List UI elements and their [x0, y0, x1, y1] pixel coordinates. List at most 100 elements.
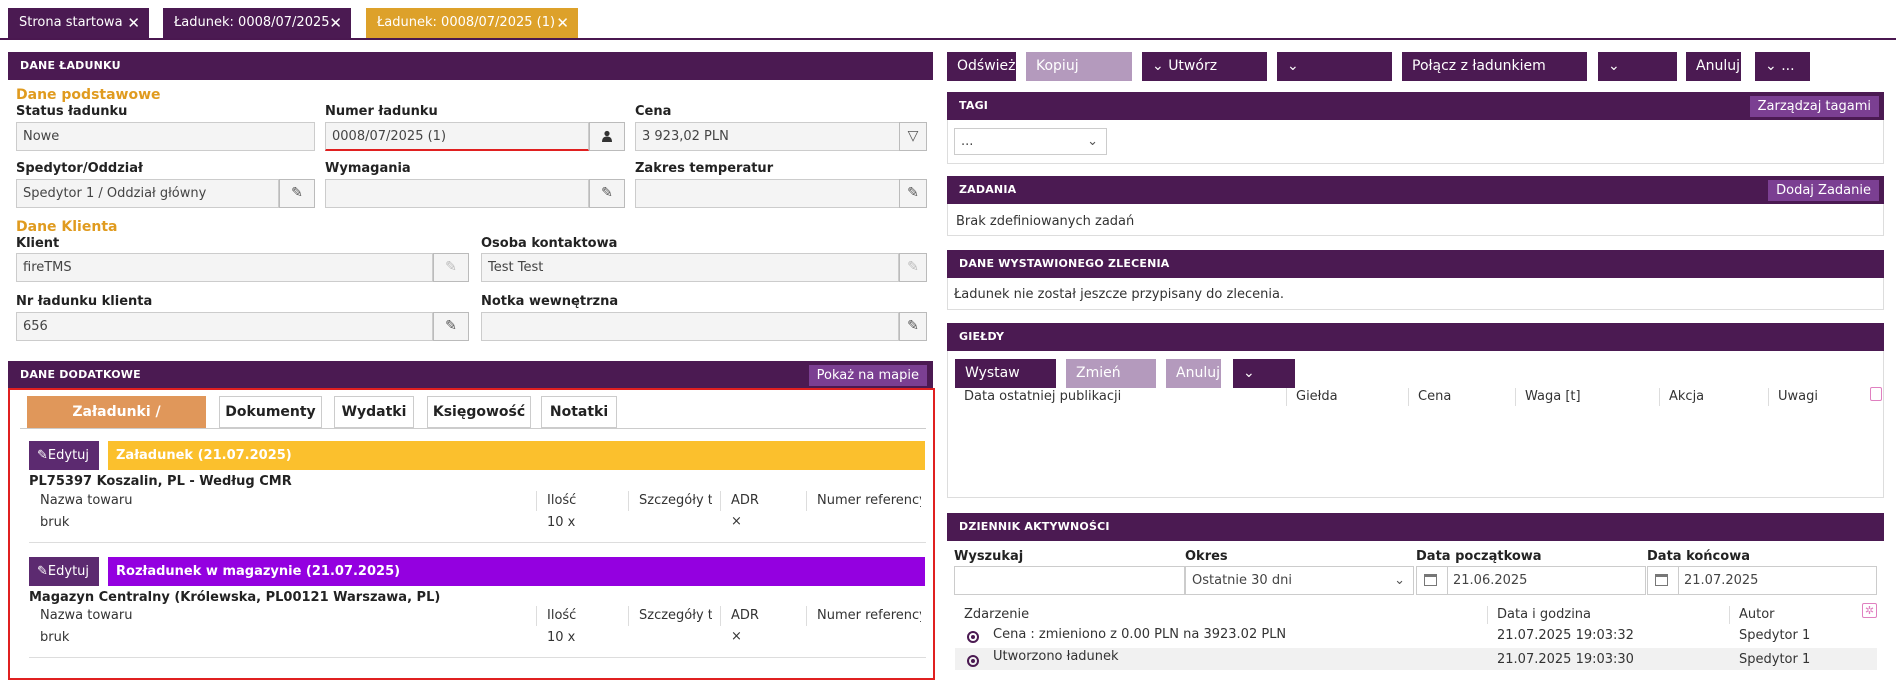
start-date-field[interactable]: 21.06.2025: [1416, 566, 1646, 595]
col-divider: [1659, 388, 1660, 406]
create-order-button[interactable]: ⌄ Utwórz zlecenie: [1142, 52, 1267, 103]
client-data-title: Dane Klienta: [16, 219, 118, 235]
edit-icon[interactable]: ✎: [899, 179, 927, 208]
period-select[interactable]: Ostatnie 30 dni ⌄: [1185, 566, 1414, 595]
chevron-down-icon: ⌄: [1243, 365, 1255, 381]
tab-cargo-copy[interactable]: Ładunek: 0008/07/2025 (1) ✕: [366, 8, 578, 38]
manage-tags-button[interactable]: Zarządzaj tagami: [1749, 96, 1879, 117]
tab-expenses[interactable]: Wydatki: [334, 396, 414, 428]
basic-data-title: Dane podstawowe: [16, 87, 161, 103]
col-author: Autor: [1739, 607, 1775, 622]
calendar-icon[interactable]: [1655, 574, 1668, 586]
tab-documents[interactable]: Dokumenty: [219, 396, 322, 428]
tab-label: Ładunek: 0008/07/2025: [174, 15, 330, 30]
col-divider: [1768, 388, 1769, 406]
show-map-button[interactable]: Pokaż na mapie: [808, 365, 927, 386]
temperature-field[interactable]: [635, 179, 901, 208]
tasks-header: ZADANIA Dodaj Zadanie: [947, 176, 1884, 204]
tab-accounting[interactable]: Księgowość: [427, 396, 531, 428]
search-label: Wyszukaj: [954, 549, 1024, 564]
client-field[interactable]: fireTMS: [16, 253, 433, 282]
log-row: Cena : zmieniono z 0.00 PLN na 3923.02 P…: [955, 625, 1877, 647]
merge-main-cargo-button[interactable]: Połącz z ładunkiem głównym: [1402, 52, 1587, 103]
more-actions-button[interactable]: ⌄ ...: [1755, 52, 1810, 81]
split-button[interactable]: ⌄ Podział: [1598, 52, 1677, 103]
temperature-label: Zakres temperatur: [635, 161, 774, 176]
col-quantity: Ilość: [547, 493, 577, 508]
client-number-field[interactable]: 656: [16, 312, 433, 341]
loading-place: PL75397 Koszalin, PL - Według CMR: [29, 474, 292, 489]
edit-icon[interactable]: ✎: [589, 179, 625, 208]
column-settings-icon[interactable]: [1870, 387, 1882, 401]
col-divider: [536, 491, 537, 511]
log-event: Cena : zmieniono z 0.00 PLN na 3923.02 P…: [993, 627, 1287, 642]
issued-order-header: DANE WYSTAWIONEGO ZLECENIA: [947, 250, 1884, 278]
col-divider: [806, 491, 807, 511]
col-divider: [1515, 388, 1516, 406]
start-date-label: Data początkowa: [1416, 549, 1542, 564]
tab-cargo[interactable]: Ładunek: 0008/07/2025 ✕: [163, 8, 351, 38]
edit-unloading-button[interactable]: ✎Edytuj: [29, 557, 99, 586]
end-date-label: Data końcowa: [1647, 549, 1750, 564]
calendar-icon[interactable]: [1424, 574, 1437, 586]
close-icon[interactable]: ✕: [556, 14, 569, 32]
field-divider: [1678, 567, 1679, 594]
tab-home[interactable]: Strona startowa ✕: [8, 8, 149, 38]
col-divider: [1487, 606, 1488, 624]
chevron-down-icon: ⌄: [1152, 58, 1169, 74]
goods-quantity: 10 x: [547, 630, 576, 645]
exchange-cancel-button[interactable]: Anuluj: [1166, 359, 1221, 388]
log-datetime: 21.07.2025 19:03:30: [1497, 652, 1634, 667]
gear-icon[interactable]: ✲: [1862, 603, 1877, 618]
log-author: Spedytor 1: [1739, 628, 1811, 643]
internal-note-field[interactable]: [481, 312, 899, 341]
unloading-place: Magazyn Centralny (Królewska, PL00121 Wa…: [29, 590, 441, 605]
copy-cargo-button[interactable]: Kopiuj ładunek: [1026, 52, 1132, 103]
person-icon[interactable]: [589, 122, 625, 151]
adr-cross-icon: ×: [731, 629, 742, 644]
edit-label: Edytuj: [47, 448, 90, 463]
forwarder-label: Spedytor/Oddział: [16, 161, 143, 176]
change-data-button[interactable]: Zmień dane: [1066, 359, 1156, 410]
contact-field[interactable]: Test Test: [481, 253, 899, 282]
tags-select[interactable]: ... ⌄: [954, 128, 1107, 155]
add-task-button[interactable]: Dodaj Zadanie: [1768, 180, 1879, 201]
stop-divider: [29, 657, 926, 658]
requirements-field[interactable]: [325, 179, 589, 208]
confirmation-button[interactable]: ⌄ Potwierdzenie: [1277, 52, 1392, 103]
close-icon[interactable]: ✕: [329, 14, 342, 32]
post-offer-button[interactable]: Wystaw ofertę: [955, 359, 1056, 410]
edit-loading-button[interactable]: ✎Edytuj: [29, 441, 99, 470]
exchanges-panel: [947, 351, 1884, 498]
col-divider: [806, 606, 807, 626]
end-date-field[interactable]: 21.07.2025: [1647, 566, 1877, 595]
cancel-button[interactable]: Anuluj: [1686, 52, 1741, 81]
status-label: Status ładunku: [16, 104, 128, 119]
contact-label: Osoba kontaktowa: [481, 236, 618, 251]
col-divider: [628, 606, 629, 626]
filter-icon[interactable]: ▽: [899, 122, 927, 151]
price-field[interactable]: 3 923,02 PLN: [635, 122, 901, 151]
col-adr: ADR: [731, 493, 759, 508]
cargo-number-field[interactable]: 0008/07/2025 (1): [325, 122, 589, 151]
edit-icon[interactable]: ✎: [279, 179, 315, 208]
refresh-button[interactable]: Odśwież: [947, 52, 1016, 81]
col-divider: [1729, 606, 1730, 624]
tab-loading-unloading[interactable]: Załadunki / Rozładunki: [27, 396, 206, 450]
end-date-value: 21.07.2025: [1684, 573, 1759, 588]
status-field[interactable]: Nowe: [16, 122, 315, 151]
forwarder-field[interactable]: Spedytor 1 / Oddział główny: [16, 179, 279, 208]
col-reference: Numer referency: [817, 493, 921, 508]
cargo-number-label: Numer ładunku: [325, 104, 438, 119]
edit-icon[interactable]: ✎: [433, 312, 469, 341]
cargo-header: DANE ŁADUNKU: [8, 52, 933, 80]
stops-panel: [8, 388, 935, 680]
chevron-down-icon: ⌄: [1287, 58, 1299, 74]
tab-notes[interactable]: Notatki: [541, 396, 617, 428]
other-button[interactable]: ⌄ Inne: [1233, 359, 1295, 410]
edit-icon[interactable]: ✎: [899, 312, 927, 341]
close-icon[interactable]: ✕: [127, 14, 140, 32]
col-goods-details: Szczegóły towaru: [639, 608, 712, 623]
search-input[interactable]: [954, 566, 1185, 595]
tags-select-value: ...: [961, 134, 974, 149]
